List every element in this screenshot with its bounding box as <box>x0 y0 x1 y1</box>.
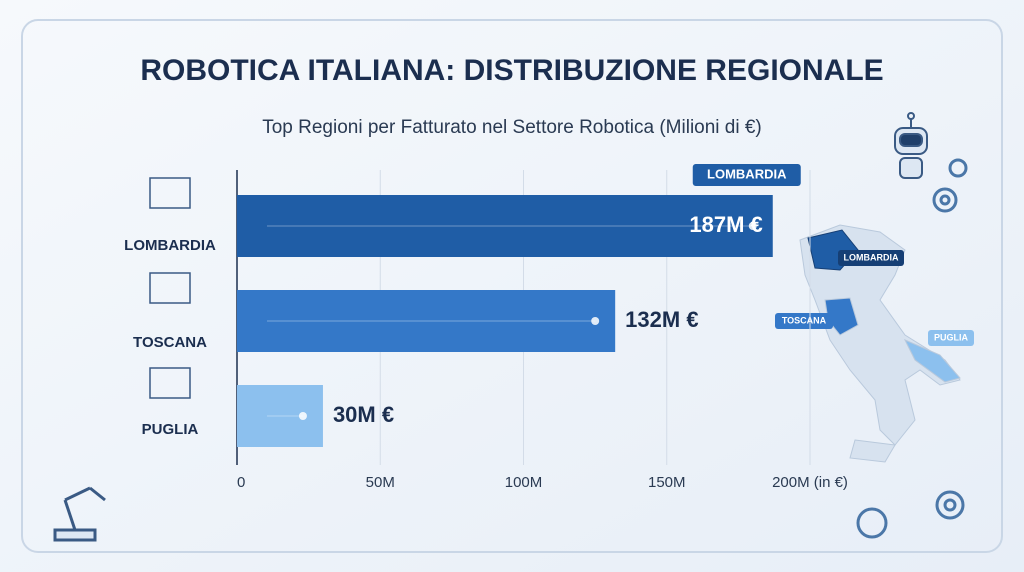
map-label: TOSCANA <box>782 315 827 325</box>
gear-icon <box>856 158 968 539</box>
x-tick-label: 150M <box>648 474 686 491</box>
x-tick-label: 100M <box>505 474 543 491</box>
region-icon <box>149 272 191 304</box>
region-icon <box>149 367 191 399</box>
bar-glow-dot <box>298 412 307 420</box>
value-label: 30M € <box>333 402 394 427</box>
map-label: PUGLIA <box>934 332 969 342</box>
robot-arm-icon <box>53 486 106 542</box>
frame <box>21 19 1003 553</box>
y-tick-label: TOSCANA <box>133 334 207 351</box>
bar-glow-dot <box>748 222 757 230</box>
y-tick-label: PUGLIA <box>142 421 199 438</box>
robot-icon <box>894 112 928 179</box>
chart-title: ROBOTICA ITALIANA: DISTRIBUZIONE REGIONA… <box>140 54 883 87</box>
region-icon <box>149 177 191 209</box>
map-label: LOMBARDIA <box>844 252 899 262</box>
value-label: 132M € <box>625 307 698 332</box>
x-tick-label: 200M (in €) <box>772 474 848 491</box>
bar-glow-dot <box>591 317 600 325</box>
map-tag <box>775 313 833 329</box>
x-tick-label: 0 <box>237 474 245 491</box>
map-labels: LOMBARDIA TOSCANA PUGLIA <box>775 250 974 346</box>
y-tick-label: LOMBARDIA <box>124 237 216 254</box>
value-label: 187M € <box>689 212 762 237</box>
map-tag <box>838 250 904 266</box>
bar <box>237 385 323 447</box>
bar <box>237 195 773 257</box>
bar <box>237 290 616 352</box>
callout-label: LOMBARDIA <box>707 166 787 181</box>
chart-subtitle: Top Regioni per Fatturato nel Settore Ro… <box>262 117 762 138</box>
callout <box>692 164 801 186</box>
x-tick-label: 50M <box>366 474 395 491</box>
map-tag <box>928 330 974 346</box>
